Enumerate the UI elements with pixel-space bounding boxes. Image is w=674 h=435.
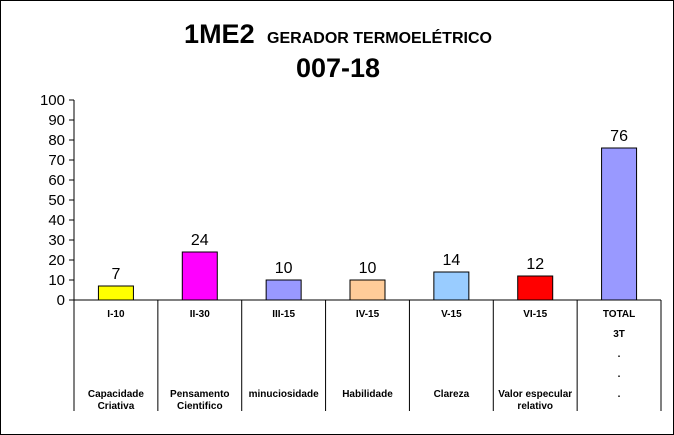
x-category-code: III-15 [272,309,295,320]
data-label: 76 [610,128,628,145]
x-category-code: II-30 [190,309,210,320]
bar-vi-15 [517,275,554,301]
data-label: 10 [275,260,293,277]
y-tick-label: 0 [57,292,65,309]
y-tick-label: 70 [48,152,65,169]
data-label: 7 [111,266,120,283]
chart-title: 1ME2 [184,19,255,49]
x-category-label: relativo [517,401,553,412]
x-category-label: . [618,369,621,380]
y-tick-label: 10 [48,272,65,289]
x-category-label: minuciosidade [249,389,319,400]
chart-title-line: 1ME2 GERADOR TERMOELÉTRICO [1,19,674,50]
bar-iv-15 [349,279,386,301]
x-category-label: 3T [613,329,625,340]
data-label: 14 [442,252,460,269]
bar-ii-30 [181,251,218,301]
x-category-label: Cientifico [177,401,223,412]
x-category-label: Valor especular [498,389,572,400]
data-label: 10 [359,260,377,277]
y-tick-label: 50 [48,192,65,209]
y-tick-label: 40 [48,212,65,229]
y-tick-label: 100 [40,92,65,109]
x-category-code: TOTAL [603,309,635,320]
y-tick-label: 80 [48,132,65,149]
x-category-label: . [618,349,621,360]
chart-subtitle-2: 007-18 [295,53,381,83]
x-category-code: I-10 [107,309,125,320]
x-category-label: Capacidade [88,389,145,400]
x-category-code: IV-15 [356,309,380,320]
x-category-label: Pensamento [170,389,229,400]
data-label: 12 [526,256,544,273]
y-tick-label: 20 [48,252,65,269]
x-category-label: Clareza [434,389,470,400]
data-label: 24 [191,232,209,249]
x-category-label: Habilidade [342,389,393,400]
y-tick-label: 90 [48,112,65,129]
bar-v-15 [433,271,470,301]
x-category-label: Criativa [98,401,135,412]
x-category-label: . [618,389,621,400]
x-category-code: V-15 [441,309,462,320]
bar-total [601,147,638,301]
chart-subtitle: GERADOR TERMOELÉTRICO [267,30,492,47]
bar-i-10 [97,285,134,301]
y-tick-label: 30 [48,232,65,249]
y-tick-label: 60 [48,172,65,189]
x-category-code: VI-15 [523,309,547,320]
bar-iii-15 [265,279,302,301]
